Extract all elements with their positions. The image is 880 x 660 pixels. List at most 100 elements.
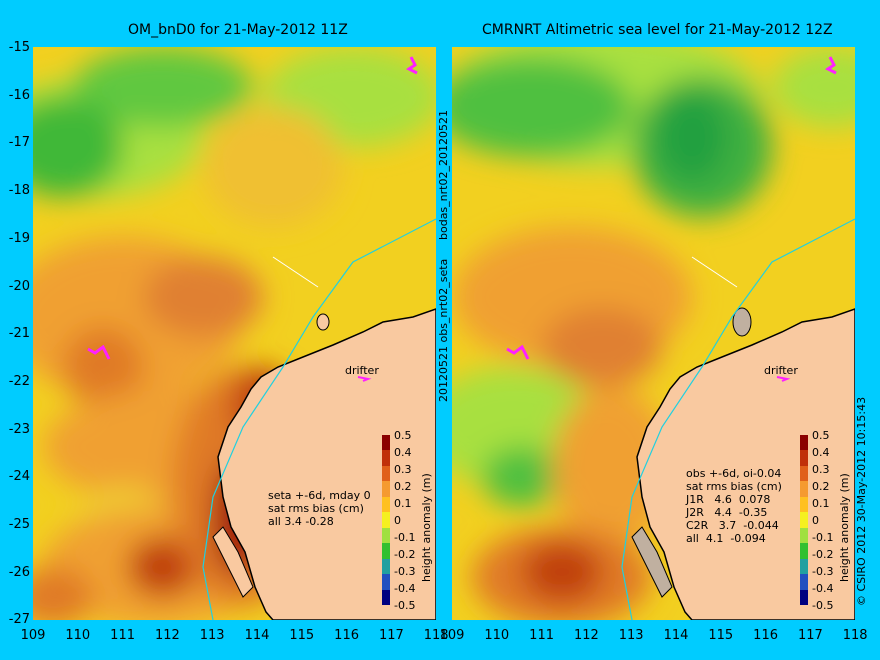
x-tick-label: 117 (378, 628, 404, 643)
colorbar-tick-label: 0.5 (812, 429, 830, 442)
left-annotation: seta +-6d, mday 0 sat rms bias (cm) all 3.… (268, 489, 371, 528)
colorbar-swatch (382, 465, 390, 482)
colorbar-swatch (800, 450, 808, 467)
colorbar-tick-label: -0.3 (812, 565, 834, 578)
colorbar-tick-label: -0.4 (812, 582, 834, 595)
colorbar-tick-label: 0 (812, 514, 819, 527)
colorbar-tick-label: -0.4 (394, 582, 416, 595)
colorbar-tick-label: 0.1 (812, 497, 830, 510)
y-tick-label: -26 (8, 564, 30, 580)
x-tick-label: 113 (618, 628, 644, 643)
left-map-panel: drifter (33, 47, 436, 620)
right-annotation: obs +-6d, oi-0.04 sat rms bias (cm) J1R 4.… (686, 467, 782, 545)
colorbar-swatch (800, 543, 808, 560)
right-panel-title: CMRNRT Altimetric sea level for 21-May-2… (482, 22, 833, 38)
side-text-right: © CSIRO 2012 30-May-2012 10:15:43 (855, 396, 868, 606)
x-tick-label: 114 (244, 628, 270, 643)
colorbar-swatch (800, 589, 808, 606)
side-text-left-upper: bodas_nrt02_20120521 (437, 110, 450, 240)
y-tick-label: -18 (8, 183, 30, 199)
x-tick-label: 115 (708, 628, 734, 643)
x-tick-label: 109 (20, 628, 46, 643)
colorbar-swatch (382, 574, 390, 591)
annotation-line: J1R 4.6 0.078 (686, 493, 771, 506)
colorbar-swatch (382, 481, 390, 498)
y-tick-label: -23 (8, 421, 30, 437)
colorbar-swatch (800, 574, 808, 591)
colorbar-swatch (800, 496, 808, 513)
colorbar-tick-label: 0.2 (394, 480, 412, 493)
y-tick-label: -19 (8, 230, 30, 246)
annotation-line: obs +-6d, oi-0.04 (686, 467, 782, 480)
colorbar-swatch (382, 589, 390, 606)
colorbar-swatch (382, 496, 390, 513)
x-tick-label: 118 (423, 628, 449, 643)
colorbar-swatch (800, 558, 808, 575)
y-tick-label: -15 (8, 40, 30, 55)
x-tick-label: 115 (289, 628, 315, 643)
y-tick-label: -24 (8, 469, 30, 485)
colorbar-swatch (382, 527, 390, 544)
colorbar-tick-label: 0.3 (394, 463, 412, 476)
x-tick-label: 110 (65, 628, 91, 643)
colorbar-swatch (382, 450, 390, 467)
colorbar-tick-label: -0.5 (394, 599, 416, 612)
right-drifter-label: drifter (764, 364, 798, 377)
colorbar-tick-label: 0.2 (812, 480, 830, 493)
colorbar-tick-label: 0.4 (394, 446, 412, 459)
y-tick-label: -17 (8, 135, 30, 151)
colorbar-tick-label: 0 (394, 514, 401, 527)
left-land-australia (217, 308, 436, 620)
y-tick-label: -16 (8, 87, 30, 103)
colorbar-tick-label: -0.3 (394, 565, 416, 578)
colorbar-tick-label: -0.1 (394, 531, 416, 544)
colorbar-swatch (800, 435, 808, 451)
colorbar-tick-label: 0.4 (812, 446, 830, 459)
side-text-left-lower: 20120521 obs_nrt02_seta (437, 258, 450, 402)
x-tick-label: 109 (439, 628, 465, 643)
left-panel-title: OM_bnD0 for 21-May-2012 11Z (128, 22, 348, 38)
left-colorbar-title: height anomaly (m) (420, 473, 433, 582)
annotation-line: sat rms bias (cm) (268, 502, 364, 515)
x-tick-label: 111 (110, 628, 135, 643)
annotation-line: J2R 4.4 -0.35 (686, 506, 768, 519)
annotation-line: C2R 3.7 -0.044 (686, 519, 779, 532)
x-tick-label: 114 (663, 628, 689, 643)
x-tick-label: 116 (753, 628, 778, 643)
colorbar-swatch (800, 512, 808, 529)
left-drifter-label: drifter (345, 364, 379, 377)
x-tick-label: 116 (334, 628, 359, 643)
x-tick-label: 117 (797, 628, 823, 643)
annotation-line: seta +-6d, mday 0 (268, 489, 371, 502)
x-tick-label: 112 (154, 628, 180, 643)
colorbar-tick-label: 0.1 (394, 497, 412, 510)
colorbar-tick-label: -0.2 (394, 548, 416, 561)
x-tick-label: 111 (529, 628, 554, 643)
colorbar-tick-label: 0.5 (394, 429, 412, 442)
colorbar-swatch (382, 435, 390, 451)
annotation-line: all 4.1 -0.094 (686, 532, 766, 545)
right-colorbar-title: height anomaly (m) (838, 473, 851, 582)
y-tick-label: -27 (8, 612, 30, 628)
y-tick-label: -25 (8, 517, 30, 532)
x-tick-label: 118 (842, 628, 868, 643)
annotation-line: sat rms bias (cm) (686, 480, 782, 493)
annotation-line: all 3.4 -0.28 (268, 515, 334, 528)
colorbar-swatch (382, 558, 390, 575)
y-tick-label: -22 (8, 373, 30, 389)
x-tick-label: 113 (199, 628, 225, 643)
y-tick-label: -21 (8, 326, 30, 342)
colorbar-swatch (800, 465, 808, 482)
colorbar-swatch (800, 527, 808, 544)
colorbar-swatch (382, 543, 390, 560)
x-tick-label: 110 (484, 628, 510, 643)
colorbar-tick-label: 0.3 (812, 463, 830, 476)
right-map-panel: drifter (452, 47, 855, 620)
colorbar-swatch (382, 512, 390, 529)
colorbar-tick-label: -0.1 (812, 531, 834, 544)
colorbar-tick-label: -0.5 (812, 599, 834, 612)
x-tick-label: 112 (573, 628, 599, 643)
y-tick-label: -20 (8, 278, 30, 294)
colorbar-tick-label: -0.2 (812, 548, 834, 561)
colorbar-swatch (800, 481, 808, 498)
